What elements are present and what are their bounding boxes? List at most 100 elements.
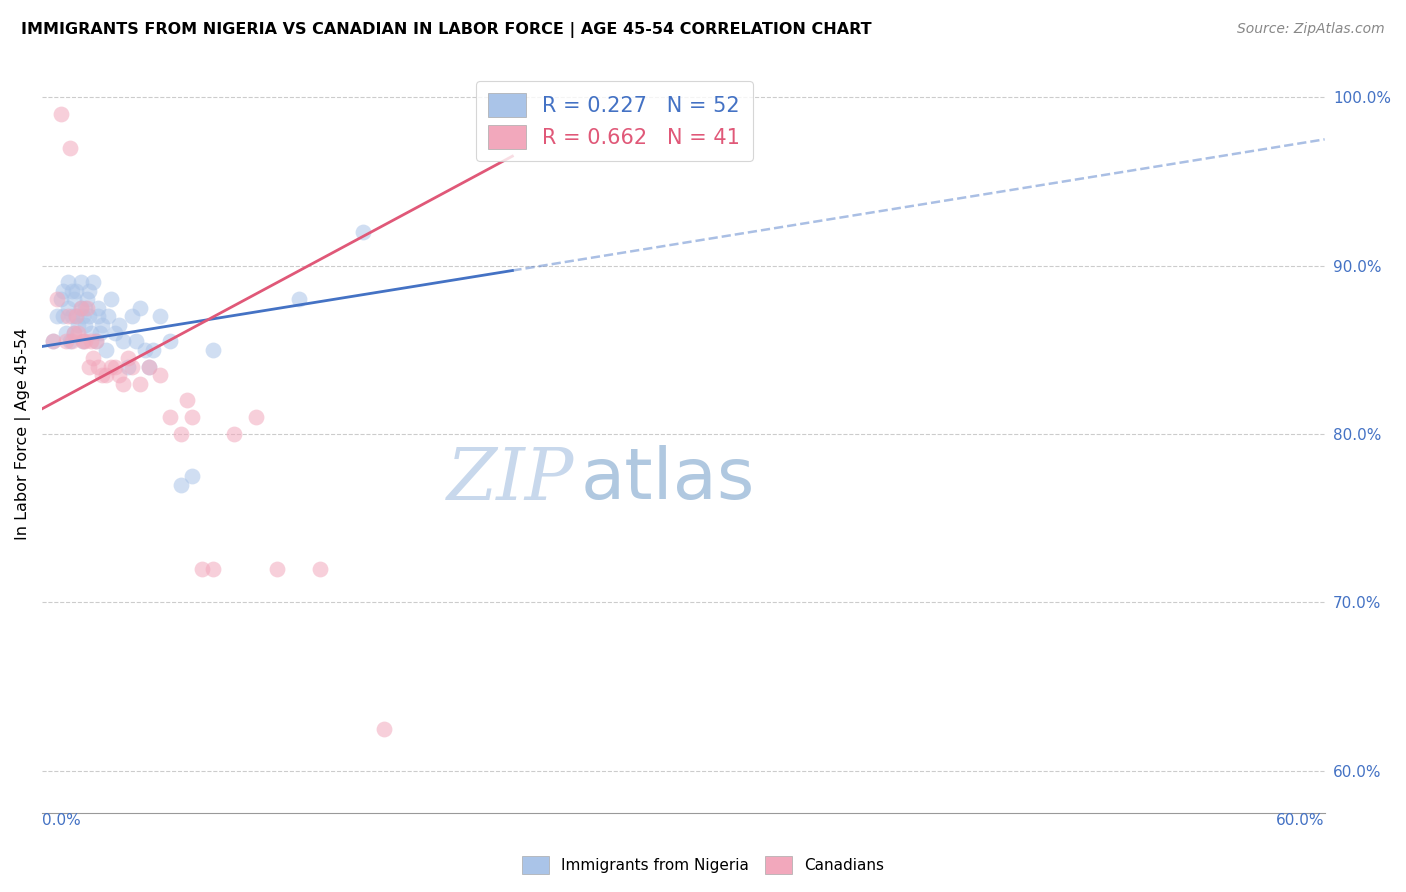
Point <box>125 334 148 349</box>
Point <box>176 393 198 408</box>
Point <box>86 309 108 323</box>
Point <box>245 410 267 425</box>
Point <box>117 351 139 366</box>
Point <box>91 318 114 332</box>
Point <box>121 309 143 323</box>
Text: ZIP: ZIP <box>447 444 575 515</box>
Point <box>352 225 374 239</box>
Point <box>72 309 94 323</box>
Point <box>86 301 108 315</box>
Point <box>191 562 214 576</box>
Legend: R = 0.227   N = 52, R = 0.662   N = 41: R = 0.227 N = 52, R = 0.662 N = 41 <box>475 80 752 161</box>
Point <box>52 284 75 298</box>
Point <box>100 293 122 307</box>
Point <box>138 359 160 374</box>
Text: atlas: atlas <box>581 445 755 514</box>
Point <box>112 376 135 391</box>
Point <box>84 334 107 349</box>
Point <box>112 334 135 349</box>
Point <box>89 326 111 340</box>
Point <box>69 301 91 315</box>
Point <box>142 343 165 357</box>
Point <box>56 309 79 323</box>
Point <box>202 343 225 357</box>
Point <box>76 293 98 307</box>
Text: Source: ZipAtlas.com: Source: ZipAtlas.com <box>1237 22 1385 37</box>
Point <box>170 427 193 442</box>
Point <box>117 359 139 374</box>
Text: IMMIGRANTS FROM NIGERIA VS CANADIAN IN LABOR FORCE | AGE 45-54 CORRELATION CHART: IMMIGRANTS FROM NIGERIA VS CANADIAN IN L… <box>21 22 872 38</box>
Point <box>46 293 69 307</box>
Point <box>60 284 83 298</box>
Point <box>149 309 172 323</box>
Point <box>82 351 104 366</box>
Point <box>77 309 100 323</box>
Point <box>65 284 87 298</box>
Point <box>69 301 91 315</box>
Point <box>86 359 108 374</box>
Point <box>55 334 77 349</box>
Point <box>73 318 96 332</box>
Point <box>42 334 65 349</box>
Point <box>77 284 100 298</box>
Point <box>224 427 246 442</box>
Point <box>55 326 77 340</box>
Y-axis label: In Labor Force | Age 45-54: In Labor Force | Age 45-54 <box>15 328 31 541</box>
Point <box>309 562 332 576</box>
Point <box>56 301 79 315</box>
Point <box>69 276 91 290</box>
Point <box>287 293 309 307</box>
Point <box>202 562 225 576</box>
Point <box>82 276 104 290</box>
Point <box>96 368 118 383</box>
Point <box>100 359 122 374</box>
Point <box>80 334 103 349</box>
Point <box>67 326 90 340</box>
Point <box>134 343 156 357</box>
Point <box>63 326 86 340</box>
Point <box>129 376 152 391</box>
Point <box>52 309 75 323</box>
Text: 60.0%: 60.0% <box>1277 813 1324 828</box>
Legend: Immigrants from Nigeria, Canadians: Immigrants from Nigeria, Canadians <box>516 850 890 880</box>
Point <box>65 309 87 323</box>
Point <box>266 562 288 576</box>
Point <box>76 301 98 315</box>
Point <box>104 326 127 340</box>
Text: 0.0%: 0.0% <box>42 813 82 828</box>
Point <box>97 309 120 323</box>
Point <box>60 334 83 349</box>
Point <box>67 318 90 332</box>
Point <box>138 359 160 374</box>
Point <box>121 359 143 374</box>
Point <box>159 410 181 425</box>
Point <box>60 309 83 323</box>
Point <box>108 318 131 332</box>
Point <box>149 368 172 383</box>
Point <box>373 722 395 736</box>
Point <box>42 334 65 349</box>
Point <box>73 301 96 315</box>
Point <box>51 293 73 307</box>
Point <box>51 107 73 121</box>
Point <box>73 334 96 349</box>
Point <box>63 326 86 340</box>
Point <box>65 309 87 323</box>
Point <box>63 293 86 307</box>
Point <box>80 326 103 340</box>
Point <box>108 368 131 383</box>
Point <box>77 359 100 374</box>
Point <box>129 301 152 315</box>
Point <box>56 276 79 290</box>
Point <box>84 334 107 349</box>
Point <box>180 410 202 425</box>
Point <box>180 469 202 483</box>
Point <box>96 343 118 357</box>
Point <box>72 334 94 349</box>
Point <box>91 368 114 383</box>
Point <box>159 334 181 349</box>
Point <box>72 334 94 349</box>
Point <box>59 141 82 155</box>
Point <box>170 477 193 491</box>
Point <box>46 309 69 323</box>
